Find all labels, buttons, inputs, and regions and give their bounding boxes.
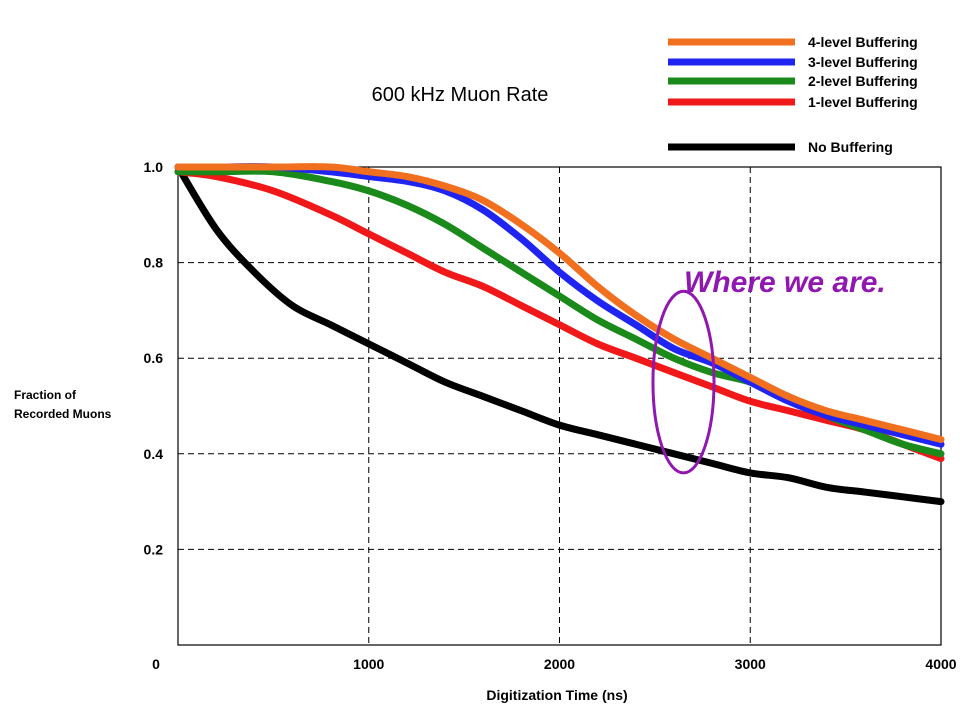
legend-label-2: 2-level Buffering xyxy=(808,73,918,89)
series-line-4 xyxy=(174,163,945,506)
axis-ticks: 1000 2000 3000 4000 0.2 0.4 0.6 0.8 1.0 xyxy=(144,159,957,672)
y-tick-label-1: 0.4 xyxy=(144,446,164,462)
series-group xyxy=(174,163,945,506)
y-axis-label-line-2: Recorded Muons xyxy=(14,407,112,421)
y-tick-label-2: 0.6 xyxy=(144,350,164,366)
legend: 4-level Buffering 3-level Buffering 2-leve… xyxy=(668,34,918,155)
series-line-1 xyxy=(174,163,945,448)
grid-lines xyxy=(178,167,941,645)
y-tick-label-3: 0.8 xyxy=(144,255,164,271)
x-axis-label: Digitization Time (ns) xyxy=(486,687,627,703)
series-line-3 xyxy=(174,168,945,463)
x-tick-label-3: 4000 xyxy=(925,656,956,672)
legend-label-4: No Buffering xyxy=(808,139,893,155)
series-line-0 xyxy=(174,163,945,443)
y-axis-label-line-1: Fraction of xyxy=(14,388,77,402)
x-tick-label-0: 1000 xyxy=(353,656,384,672)
legend-label-1: 3-level Buffering xyxy=(808,54,918,70)
origin-tick-label: 0 xyxy=(152,656,160,672)
x-tick-label-1: 2000 xyxy=(544,656,575,672)
legend-label-3: 1-level Buffering xyxy=(808,94,918,110)
y-tick-label-0: 0.2 xyxy=(144,541,164,557)
chart-title: 600 kHz Muon Rate xyxy=(372,84,549,106)
y-tick-label-4: 1.0 xyxy=(144,159,164,175)
annotation-ellipse xyxy=(651,289,716,475)
plot-area-frame xyxy=(177,166,942,646)
x-tick-label-2: 3000 xyxy=(735,656,766,672)
legend-label-0: 4-level Buffering xyxy=(808,34,918,50)
annotation-text: Where we are. xyxy=(684,266,886,299)
